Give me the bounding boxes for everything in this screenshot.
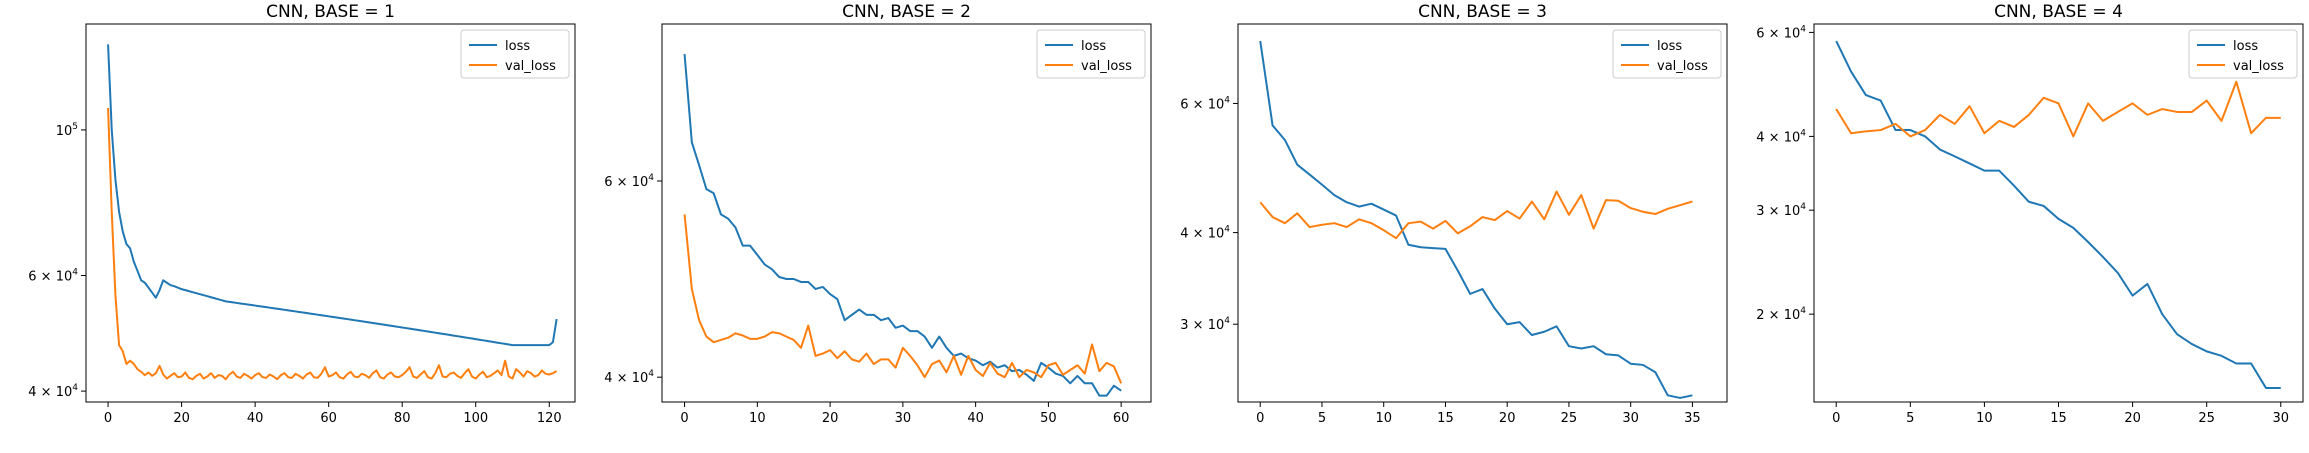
axes-frame [1237, 23, 1728, 403]
legend-label-loss: loss [1657, 39, 1682, 54]
axes-frame [661, 23, 1152, 403]
series-line-val-loss [683, 214, 1123, 384]
x-tick-label: 30 [1622, 411, 1639, 426]
axes-frame [85, 23, 576, 403]
chart-panel-1: CNN, BASE = 1 0 20 40 60 80 100 120 4 × 104 6 × … [28, 2, 576, 426]
x-tick-label: 20 [2124, 411, 2141, 426]
x-tick-label: 25 [2198, 411, 2215, 426]
legend-label-val-loss: val_loss [1657, 59, 1708, 74]
x-tick-label: 0 [1832, 411, 1840, 426]
series-line-loss [1835, 40, 2281, 389]
x-tick-label: 5 [1906, 411, 1914, 426]
x-tick-label: 10 [749, 411, 766, 426]
legend: loss val_loss [2188, 29, 2298, 79]
x-tick-label: 15 [1437, 411, 1454, 426]
y-tick-label: 3 × 104 [1180, 316, 1230, 333]
legend-label-val-loss: val_loss [1081, 59, 1132, 74]
x-tick-label: 25 [1561, 411, 1578, 426]
chart-title-4: CNN, BASE = 4 [1994, 2, 2123, 22]
x-tick-label: 120 [537, 411, 562, 426]
x-tick-label: 40 [247, 411, 264, 426]
x-tick-label: 100 [463, 411, 488, 426]
legend: loss val_loss [1036, 29, 1146, 79]
x-tick-label: 15 [2050, 411, 2067, 426]
x-tick-label: 5 [1318, 411, 1326, 426]
x-tick-label: 35 [1684, 411, 1701, 426]
y-tick-label: 105 [56, 122, 78, 139]
series-line-loss [683, 53, 1122, 397]
y-tick-label: 3 × 104 [1756, 202, 1806, 219]
series-line-val-loss [1835, 80, 2281, 138]
chart-panel-3: CNN, BASE = 3 0 5 10 15 20 25 30 35 3 × 104 4 × 1… [1180, 2, 1728, 426]
chart-panel-4: CNN, BASE = 4 0 5 10 15 20 25 30 2 × 104 3 × 104… [1756, 2, 2304, 426]
x-tick-label: 20 [173, 411, 190, 426]
x-tick-label: 60 [1113, 411, 1130, 426]
legend: loss val_loss [1612, 29, 1722, 79]
x-tick-label: 50 [1040, 411, 1057, 426]
x-tick-label: 20 [1499, 411, 1516, 426]
y-tick-label: 4 × 104 [28, 383, 78, 400]
y-tick-label: 4 × 104 [604, 369, 654, 386]
series-line-val-loss [1259, 190, 1693, 240]
legend-label-val-loss: val_loss [505, 59, 556, 74]
x-tick-label: 30 [895, 411, 912, 426]
y-tick-label: 6 × 104 [1756, 24, 1806, 41]
series-line-val-loss [107, 107, 558, 381]
x-tick-label: 0 [104, 411, 112, 426]
legend-label-loss: loss [1081, 39, 1106, 54]
y-tick-label: 6 × 104 [28, 268, 78, 285]
legend: loss val_loss [460, 29, 570, 79]
legend-label-loss: loss [2233, 39, 2258, 54]
chart-title-2: CNN, BASE = 2 [842, 2, 971, 22]
y-tick-label: 2 × 104 [1756, 306, 1806, 323]
y-tick-label: 4 × 104 [1180, 225, 1230, 242]
y-tick-label: 4 × 104 [1756, 128, 1806, 145]
series-line-loss [107, 44, 558, 347]
legend-label-val-loss: val_loss [2233, 59, 2284, 74]
chart-title-1: CNN, BASE = 1 [266, 2, 395, 22]
x-tick-label: 10 [1375, 411, 1392, 426]
x-tick-label: 80 [394, 411, 411, 426]
x-tick-label: 40 [967, 411, 984, 426]
x-tick-label: 30 [2272, 411, 2289, 426]
chart-title-3: CNN, BASE = 3 [1418, 2, 1547, 22]
legend-label-loss: loss [505, 39, 530, 54]
y-tick-label: 6 × 104 [1180, 95, 1230, 112]
x-tick-label: 20 [822, 411, 839, 426]
series-line-loss [1259, 40, 1693, 399]
x-tick-label: 60 [320, 411, 337, 426]
x-tick-label: 0 [680, 411, 688, 426]
x-tick-label: 0 [1256, 411, 1264, 426]
axes-frame [1813, 23, 2304, 403]
chart-panel-2: CNN, BASE = 2 0 10 20 30 40 50 60 4 × 104 6 × 10… [604, 2, 1152, 426]
x-tick-label: 10 [1976, 411, 1993, 426]
y-tick-label: 6 × 104 [604, 173, 654, 190]
